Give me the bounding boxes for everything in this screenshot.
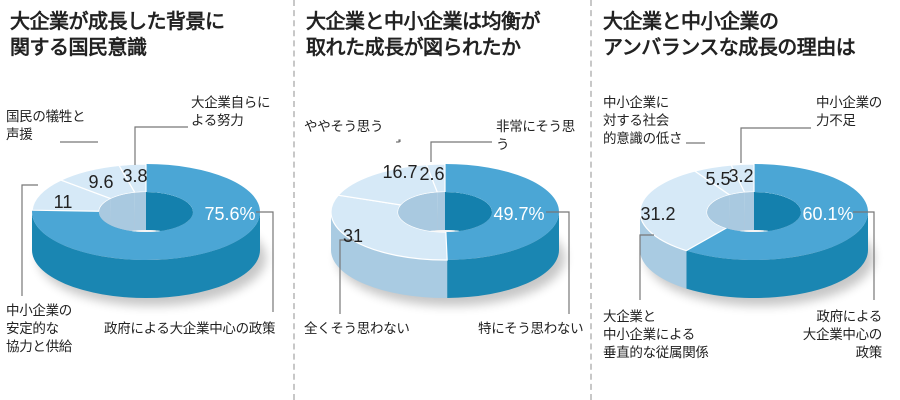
chart-panel-1: 大企業が成長した背景に 関する国民意識 75.6% 11 9.6 3.8 国民の犠牲と… <box>0 0 292 400</box>
slice-value-label: 49.7% <box>493 204 544 224</box>
leader-line <box>339 239 354 314</box>
slice-side <box>32 212 260 298</box>
legend-label: 非常にそう思う <box>496 119 575 153</box>
legend-label: 特にそう思わない <box>478 321 584 337</box>
slice-value-label: 5.5 <box>705 169 730 189</box>
leader-line <box>740 127 811 163</box>
legend-label: ややそう思う <box>304 119 384 135</box>
slice-value-label: 3.8 <box>122 166 147 186</box>
slice-value-label: 11 <box>54 192 73 212</box>
slice-value-label: 2.6 <box>419 164 444 184</box>
donut-chart: 49.7% 31 16.7 2.6 <box>330 139 570 314</box>
chart-panel-3: 大企業と中小企業の アンバランスな成長の理由は 60.1% 31.2 5.5 3.2 … <box>593 0 900 400</box>
slice-value-label: 31 <box>343 226 363 246</box>
donut-chart: 60.1% 31.2 5.53.2 <box>639 127 875 306</box>
leader-line <box>134 126 188 165</box>
slice-top <box>686 164 868 260</box>
slice-side <box>331 212 448 299</box>
legend-label: 中小企業の 力不足 <box>816 95 882 129</box>
slice-side <box>640 212 687 289</box>
leader-line <box>546 211 570 314</box>
chart-title: 大企業と中小企業の アンバランスな成長の理由は <box>603 9 856 59</box>
slice-value-label: 60.1% <box>802 204 853 224</box>
leader-line <box>430 141 492 162</box>
legend-label: 政府による大企業中心の政策 <box>104 321 276 337</box>
legend-label: 大企業と 中小企業による 垂直的な従属関係 <box>603 309 709 361</box>
leader-line <box>21 184 38 296</box>
legend-label: 全くそう思わない <box>304 321 410 337</box>
slice-top <box>445 164 560 260</box>
legend-label: 大企業自らに よる努力 <box>191 95 271 129</box>
slice-value-label: 3.2 <box>728 166 753 186</box>
slice-value-label: 9.6 <box>88 172 113 192</box>
legend-label: 国民の犠牲と 声援 <box>6 109 86 143</box>
legend-label: 中小企業の 安定的な 協力と供給 <box>6 303 72 355</box>
leader-line <box>853 211 875 300</box>
slice-value-label: 31.2 <box>640 204 675 224</box>
chart-title: 大企業と中小企業は均衡が 取れた成長が図られたか <box>306 9 541 59</box>
slice-value-label: 75.6% <box>204 204 255 224</box>
chart-title: 大企業が成長した背景に 関する国民意識 <box>10 9 225 59</box>
leader-line <box>256 211 274 312</box>
slice-side <box>447 212 559 298</box>
slice-top <box>31 164 261 261</box>
legend-label: 政府による 大企業中心の 政策 <box>802 309 883 361</box>
leader-line <box>639 234 654 300</box>
donut-chart: 75.6% 11 9.6 3.8 <box>21 126 274 312</box>
slice-side <box>686 212 868 298</box>
legend-label: 中小企業に 対する社会 的意識の低さ <box>603 95 683 147</box>
leader-line <box>396 139 401 143</box>
chart-panel-2: 大企業と中小企業は均衡が 取れた成長が図られたか 49.7% 31 16.7 2.6 … <box>296 0 588 400</box>
slice-value-label: 16.7 <box>382 162 417 182</box>
panel-divider <box>293 0 295 400</box>
panel-divider <box>590 0 592 400</box>
